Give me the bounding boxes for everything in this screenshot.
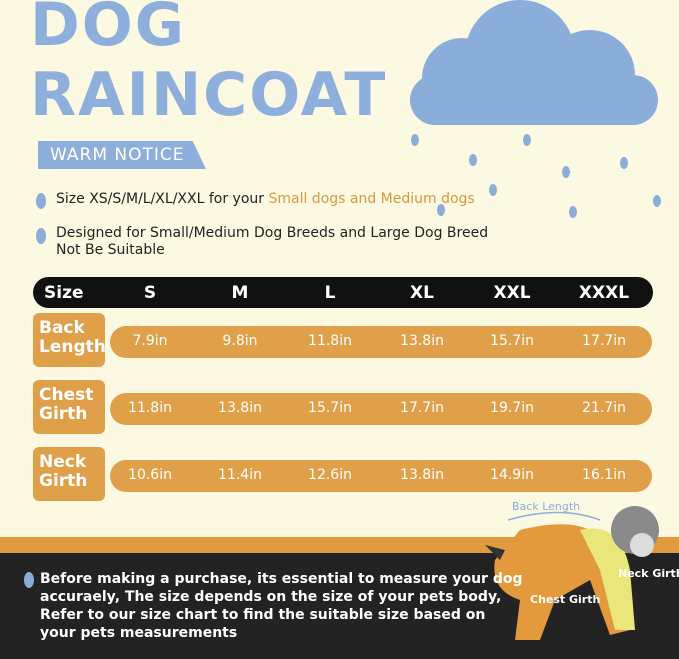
row-bar (110, 393, 652, 425)
bullet-text: Size XS/S/M/L/XL/XXL for your (56, 191, 269, 207)
footer-line: Refer to our size chart to find the suit… (40, 607, 486, 623)
table-header-cell: XXXL (578, 283, 630, 303)
row-label-line: Girth (39, 471, 88, 491)
table-cell: 21.7in (582, 400, 626, 416)
bullet-line: Not Be Suitable (56, 242, 165, 258)
bullet-highlight: Small dogs and Medium dogs (268, 191, 475, 207)
cloud (410, 0, 658, 125)
table-cell: 13.8in (218, 400, 262, 416)
table-cell: 11.8in (128, 400, 172, 416)
table-cell: 16.1in (582, 467, 626, 483)
table-cell: 9.8in (222, 333, 258, 349)
table-cell: 14.9in (490, 467, 534, 483)
bullet: Size XS/S/M/L/XL/XXL for your Small dogs… (56, 191, 475, 207)
row-label-line: Back (39, 318, 85, 338)
row-label-line: Chest (39, 385, 94, 405)
dog-label: Chest Girth (530, 593, 601, 606)
table-cell: 12.6in (308, 467, 352, 483)
footer-line: Before making a purchase, its essential … (40, 571, 523, 587)
table-cell: 17.7in (400, 400, 444, 416)
row-label-line: Neck (39, 452, 87, 472)
table-cell: 13.8in (400, 333, 444, 349)
title: RAINCOAT (30, 60, 388, 130)
table-header-cell: M (231, 283, 249, 303)
row-bar (110, 460, 652, 492)
footer-line: your pets measurements (40, 625, 238, 641)
row-bar (110, 326, 652, 358)
table-cell: 15.7in (308, 400, 352, 416)
table-header-cell: Size (44, 283, 84, 303)
raindrops (36, 134, 661, 244)
table-header-cell: XL (410, 283, 434, 303)
notice-tag: WARM NOTICE (38, 141, 206, 169)
table-cell: 11.8in (308, 333, 352, 349)
table-cell: 17.7in (582, 333, 626, 349)
table-cell: 10.6in (128, 467, 172, 483)
dog-label: Back Length (512, 500, 581, 513)
row-label-line: Girth (39, 404, 88, 424)
table-header (33, 277, 653, 308)
table-header-cell: XXL (493, 283, 531, 303)
row-label: Chest Girth (33, 380, 105, 434)
bullet-line: Designed for Small/Medium Dog Breeds and… (56, 225, 489, 241)
footer-drop (24, 572, 34, 588)
table-cell: 13.8in (400, 467, 444, 483)
row-label-line: Length (39, 337, 106, 357)
row-label: Back Length (33, 313, 106, 367)
table-cell: 15.7in (490, 333, 534, 349)
title: DOG (30, 0, 187, 60)
table-cell: 11.4in (218, 467, 262, 483)
table-header-cell: L (324, 283, 336, 303)
row-label: Neck Girth (33, 447, 105, 501)
table-cell: 19.7in (490, 400, 534, 416)
table-cell: 7.9in (132, 333, 168, 349)
table-header-cell: S (143, 283, 157, 303)
dog (485, 506, 659, 640)
footer-line: accuraely, The size depends on the size … (40, 589, 502, 605)
dog-label: Neck Girth (618, 567, 679, 580)
